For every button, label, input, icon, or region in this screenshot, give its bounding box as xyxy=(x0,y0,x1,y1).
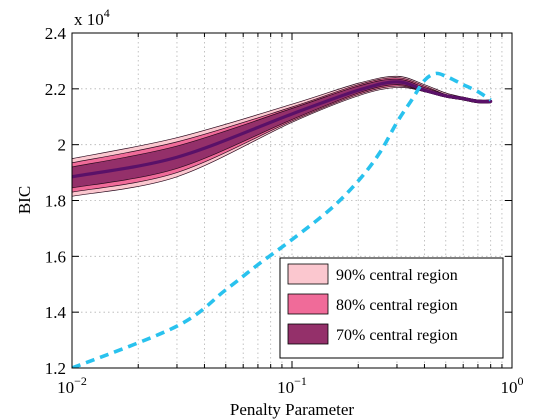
legend-swatch-3 xyxy=(287,323,329,345)
band-3 xyxy=(72,78,492,189)
y-axis-multiplier: x 104 xyxy=(74,6,110,29)
y-axis-label: BIC xyxy=(15,186,34,214)
x-tick-label: 10−1 xyxy=(277,374,307,397)
y-tick-label: 2 xyxy=(58,136,67,155)
central-region-bands xyxy=(72,75,492,197)
series-lines xyxy=(72,71,493,368)
y-tick-label: 1.4 xyxy=(45,303,67,322)
y-tick-label: 2.4 xyxy=(45,24,67,43)
legend-label-1: 90% central region xyxy=(336,267,458,284)
y-multiplier-exponent: 4 xyxy=(104,6,110,20)
x-tick-label: 100 xyxy=(501,374,524,397)
legend: 90% central region 80% central region 70% … xyxy=(279,257,504,359)
tick-labels: 10−2 10−1 100 1.2 1.4 1.6 1.8 2 2.2 2.4 xyxy=(45,24,524,397)
legend-label-3: 70% central region xyxy=(336,327,458,344)
x-tick-label: 10−2 xyxy=(57,374,87,397)
legend-swatch-1 xyxy=(287,263,329,285)
y-tick-label: 1.6 xyxy=(45,247,66,266)
dashed-series-line xyxy=(72,71,492,368)
y-tick-label: 1.2 xyxy=(45,359,66,378)
median-line xyxy=(72,80,493,179)
x-axis-label: Penalty Parameter xyxy=(230,400,354,419)
legend-label-2: 80% central region xyxy=(336,297,458,314)
y-tick-label: 2.2 xyxy=(45,80,66,99)
legend-swatch-2 xyxy=(287,293,329,315)
axis-ticks xyxy=(71,32,512,369)
y-tick-label: 1.8 xyxy=(45,192,66,211)
y-multiplier-text: x 10 xyxy=(74,10,104,29)
